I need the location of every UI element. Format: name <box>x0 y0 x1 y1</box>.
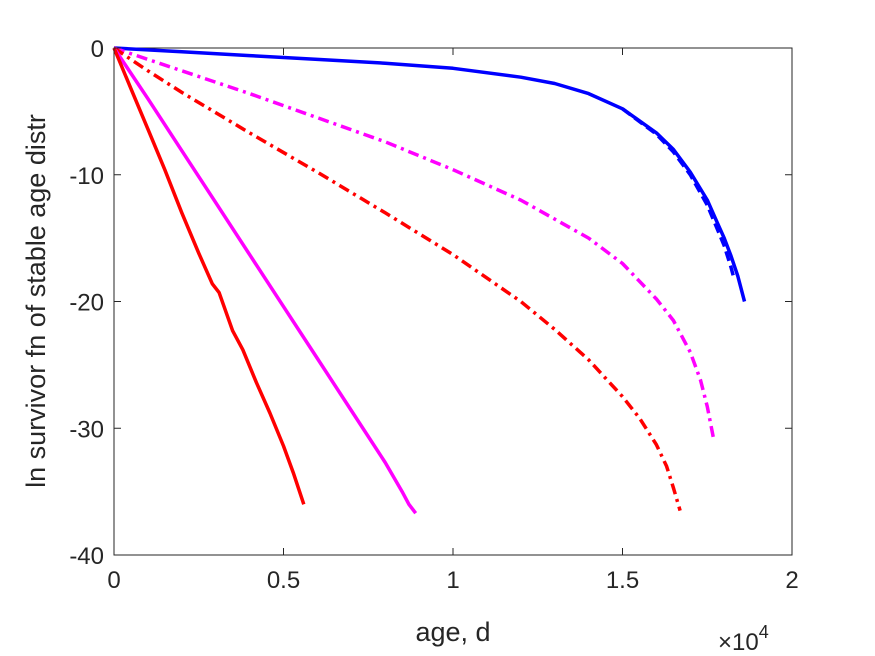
series-line-5 <box>112 47 418 515</box>
plot-area <box>113 47 793 556</box>
x-axis-label: age, d <box>415 617 490 647</box>
x-tick-label: 1 <box>446 567 459 594</box>
y-axis-label: ln survivor fn of stable age distr <box>21 114 51 488</box>
ticks-layer: 0 0.5 1 1.5 2 -40 -30 -20 -10 0 <box>69 36 798 594</box>
series-line-3 <box>113 46 716 442</box>
x-tick-label: 2 <box>785 567 798 594</box>
y-tick-label: 0 <box>91 36 104 63</box>
x-tick-label: 1.5 <box>606 567 639 594</box>
y-tick-label: -10 <box>69 163 104 190</box>
series-line-6 <box>112 47 306 505</box>
y-tick-label: -20 <box>69 290 104 317</box>
series-line-4 <box>113 46 682 512</box>
series-layer <box>112 46 747 515</box>
x-tick-label: 0 <box>107 567 120 594</box>
x-multiplier-exponent: 4 <box>759 622 769 642</box>
series-line-2 <box>621 107 737 281</box>
y-tick-label: -30 <box>69 416 104 443</box>
x-tick-label: 0.5 <box>267 567 300 594</box>
y-tick-label: -40 <box>69 543 104 570</box>
x-multiplier-label: ×104 <box>718 622 769 656</box>
x-multiplier-base: ×10 <box>718 629 759 656</box>
